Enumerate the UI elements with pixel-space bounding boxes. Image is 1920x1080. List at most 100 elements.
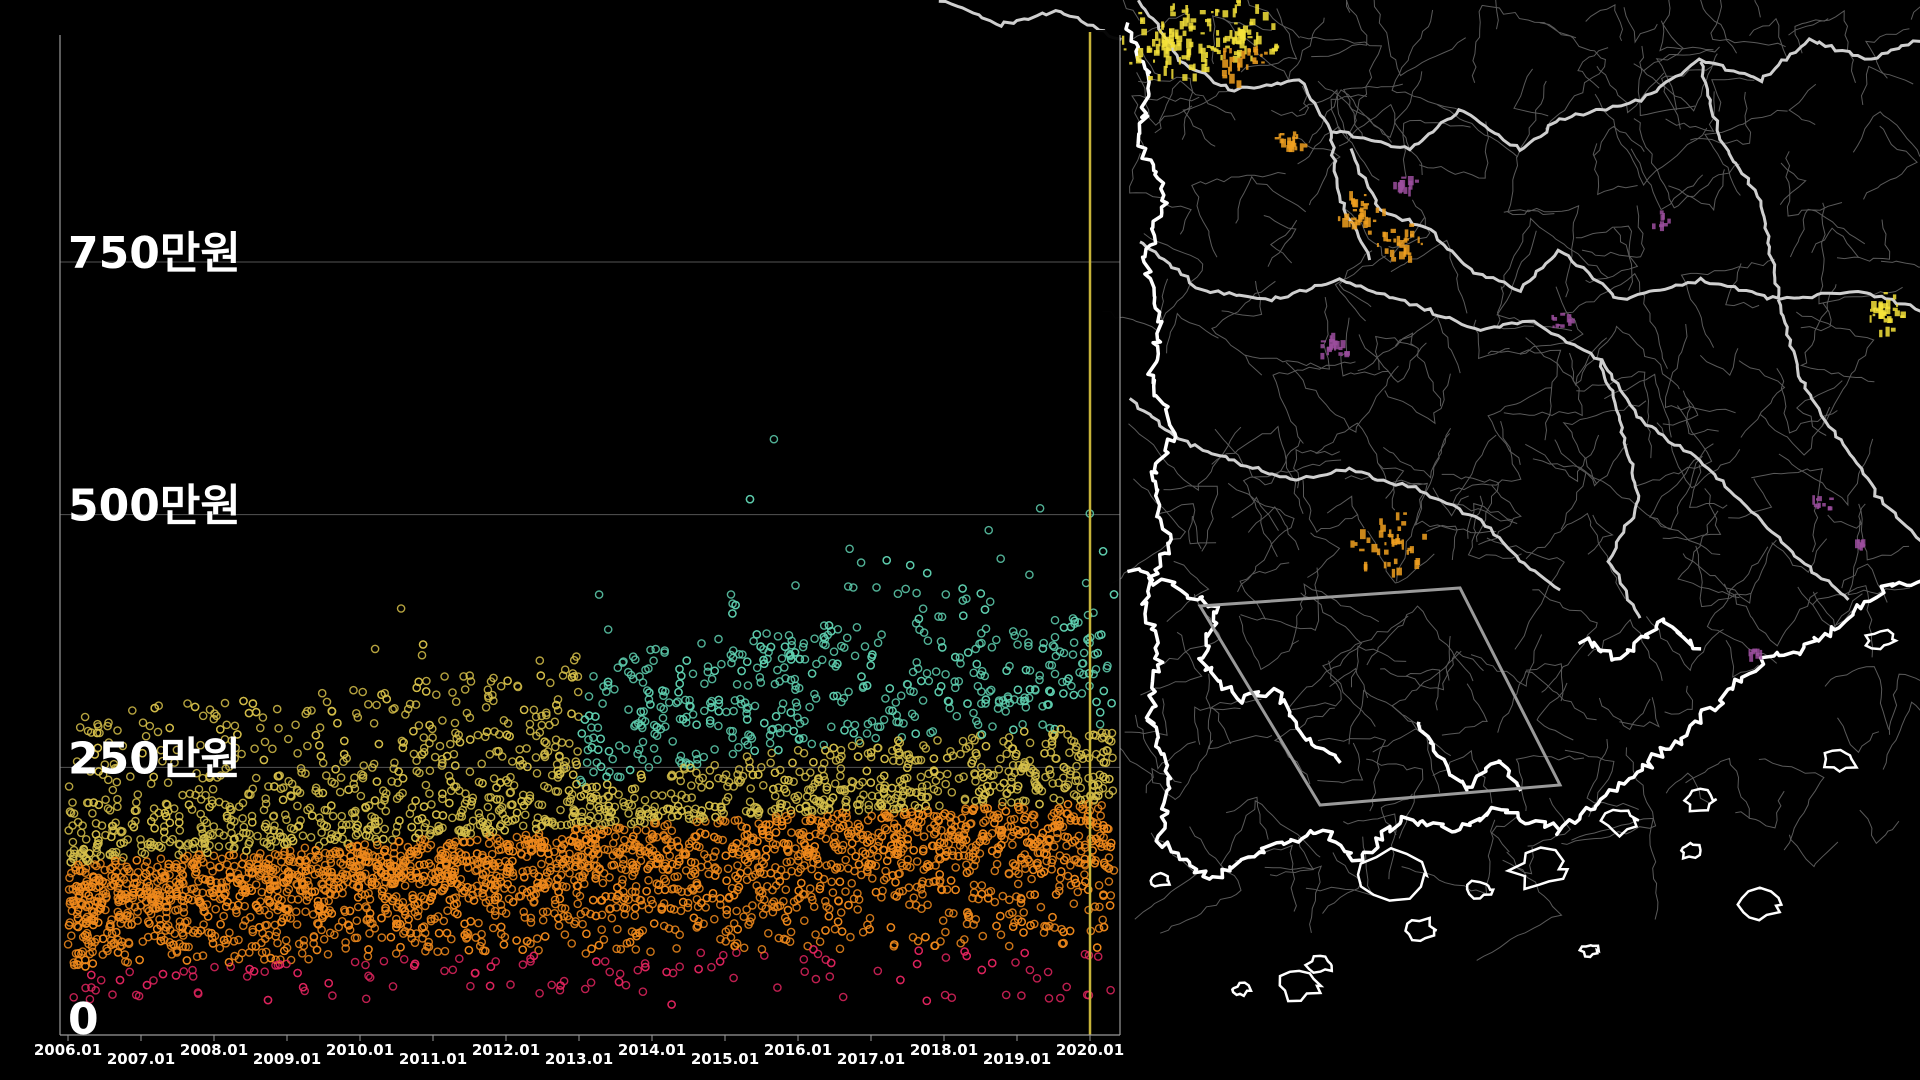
- hotspot-mark: [1399, 180, 1402, 186]
- district-line: [1882, 701, 1920, 770]
- data-point: [339, 905, 349, 915]
- data-point: [475, 941, 485, 951]
- hotspot-mark: [1252, 60, 1258, 65]
- district-line: [1128, 423, 1242, 492]
- data-point: [881, 694, 890, 703]
- data-point: [251, 773, 261, 783]
- hotspot-mark: [1566, 314, 1572, 323]
- data-point: [734, 743, 743, 752]
- hotspot-mark: [1231, 36, 1238, 44]
- data-point: [546, 678, 555, 688]
- hotspot-mark: [1827, 506, 1833, 511]
- data-point: [581, 949, 591, 958]
- hotspot-mark: [1393, 238, 1397, 243]
- hotspot-mark: [1892, 294, 1897, 300]
- district-line: [1330, 94, 1368, 134]
- hotspot-mark: [1201, 52, 1207, 63]
- district-line: [1291, 660, 1342, 710]
- island: [1230, 981, 1253, 998]
- data-point: [341, 820, 351, 830]
- district-line: [1688, 464, 1728, 509]
- district-line: [1136, 72, 1193, 126]
- district-line: [1487, 349, 1562, 441]
- data-point: [931, 861, 940, 870]
- hotspot-mark: [1229, 73, 1235, 84]
- data-point: [1049, 642, 1059, 652]
- data-point: [707, 962, 716, 972]
- hotspot-mark: [1888, 318, 1893, 323]
- hotspot-mark: [1861, 539, 1866, 547]
- hotspot-mark: [1384, 549, 1389, 555]
- hotspot-mark: [1568, 318, 1572, 326]
- data-point: [495, 795, 505, 804]
- data-point: [1104, 853, 1114, 862]
- data-point: [841, 855, 851, 865]
- data-point: [206, 829, 215, 839]
- island: [1863, 628, 1899, 651]
- data-point: [1069, 899, 1079, 909]
- district-line: [1273, 707, 1335, 785]
- hotspot-mark: [1198, 43, 1203, 54]
- data-point: [1066, 880, 1076, 890]
- district-line: [1305, 836, 1375, 897]
- district-line: [1664, 323, 1736, 414]
- data-point: [726, 590, 736, 599]
- district-line: [1525, 663, 1564, 702]
- data-point: [843, 582, 853, 591]
- hotspot-mark: [1379, 518, 1383, 525]
- hotspot-mark: [1288, 146, 1295, 153]
- data-point: [188, 972, 198, 981]
- hotspot-mark: [1350, 540, 1355, 548]
- district-line: [1587, 618, 1663, 681]
- district-line: [1419, 121, 1489, 179]
- hotspot-mark: [1326, 352, 1329, 356]
- district-line: [1317, 736, 1387, 812]
- data-point: [188, 965, 197, 975]
- district-line: [1317, 742, 1364, 784]
- data-point: [935, 801, 944, 811]
- hotspot-mark: [1552, 325, 1555, 329]
- district-line: [1378, 463, 1405, 499]
- district-line: [1294, 136, 1341, 206]
- map-selection-box[interactable]: [1197, 586, 1563, 807]
- data-point: [264, 910, 274, 920]
- hotspot-mark: [1366, 217, 1371, 228]
- data-point: [425, 789, 434, 798]
- hotspot-mark: [1417, 236, 1420, 244]
- data-point: [154, 808, 163, 818]
- district-line: [1138, 76, 1194, 140]
- hotspot-mark: [1881, 311, 1886, 316]
- district-line: [1888, 673, 1920, 735]
- district-line: [1859, 809, 1900, 845]
- data-point: [721, 937, 731, 946]
- hotspot-mark: [1401, 546, 1404, 550]
- hotspot-mark: [1229, 56, 1235, 63]
- hotspot-mark: [1237, 0, 1241, 7]
- data-point: [677, 790, 687, 800]
- hotspot-mark: [1397, 526, 1402, 532]
- hotspot-mark: [1351, 221, 1358, 230]
- data-point: [322, 697, 332, 707]
- district-line: [1311, 0, 1368, 58]
- district-line: [1329, 667, 1369, 699]
- data-point: [605, 967, 615, 977]
- hotspot-mark: [1140, 17, 1146, 24]
- district-line: [1788, 9, 1856, 83]
- hotspot-mark: [1181, 9, 1186, 13]
- district-line: [1532, 458, 1587, 530]
- province-line: [1349, 147, 1920, 313]
- district-line: [1191, 171, 1286, 258]
- hotspot-mark: [1359, 548, 1365, 552]
- district-line: [1242, 459, 1342, 558]
- hotspot-mark: [1871, 301, 1877, 310]
- data-point: [956, 749, 965, 759]
- data-point: [285, 846, 295, 856]
- district-line: [1593, 125, 1645, 157]
- hotspot-mark: [1348, 221, 1351, 228]
- data-point: [268, 812, 278, 821]
- hotspot-mark: [1158, 38, 1161, 47]
- district-line: [1129, 153, 1164, 199]
- data-point: [762, 629, 771, 638]
- hotspot-mark: [1883, 318, 1888, 323]
